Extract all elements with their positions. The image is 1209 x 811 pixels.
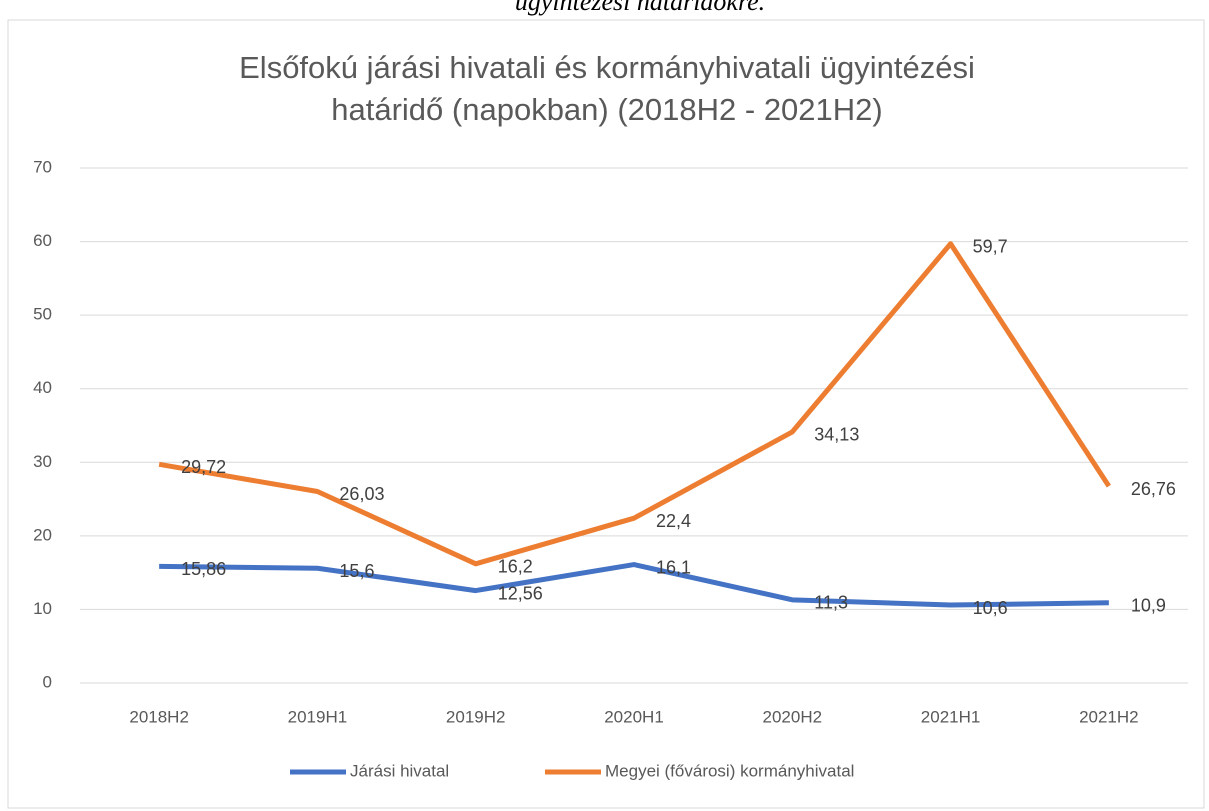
- y-tick-label: 70: [33, 157, 52, 176]
- data-label: 10,9: [1131, 596, 1166, 616]
- y-tick-label: 0: [43, 672, 52, 691]
- x-tick-label: 2021H2: [1079, 707, 1139, 726]
- chart-title: határidő (napokban) (2018H2 - 2021H2): [331, 92, 882, 127]
- series-line: [159, 562, 1109, 608]
- y-tick-label: 20: [33, 525, 52, 544]
- y-tick-label: 60: [33, 231, 52, 250]
- data-label: 16,1: [656, 557, 691, 577]
- y-tick-label: 10: [33, 599, 52, 618]
- data-label: 26,76: [1131, 479, 1176, 499]
- chart-title: Elsőfokú járási hivatali és kormányhivat…: [239, 50, 975, 85]
- x-tick-label: 2019H2: [446, 707, 506, 726]
- data-label: 15,86: [181, 559, 226, 579]
- data-label: 59,7: [973, 237, 1008, 257]
- x-tick-label: 2020H1: [604, 707, 664, 726]
- data-label: 11,3: [814, 593, 848, 613]
- caption: ügyintézési határidőkre.: [515, 0, 765, 16]
- data-label: 22,4: [656, 511, 691, 531]
- data-label: 15,6: [339, 561, 374, 581]
- x-tick-label: 2018H2: [129, 707, 189, 726]
- data-label: 16,2: [498, 557, 533, 577]
- legend-label: Megyei (fővárosi) kormányhivatal: [605, 761, 854, 780]
- data-label: 10,6: [973, 598, 1008, 618]
- y-tick-label: 50: [33, 305, 52, 324]
- x-tick-label: 2019H1: [288, 707, 348, 726]
- legend-label: Járási hivatal: [350, 761, 449, 780]
- data-label: 34,13: [814, 425, 859, 445]
- y-tick-label: 30: [33, 452, 52, 471]
- y-tick-label: 40: [33, 378, 52, 397]
- x-tick-label: 2020H2: [763, 707, 823, 726]
- data-label: 29,72: [181, 457, 226, 477]
- chart-border: [7, 19, 1205, 809]
- data-label: 12,56: [498, 583, 543, 603]
- series-line: [158, 241, 1111, 567]
- x-tick-label: 2021H1: [921, 707, 981, 726]
- data-label: 26,03: [339, 484, 384, 504]
